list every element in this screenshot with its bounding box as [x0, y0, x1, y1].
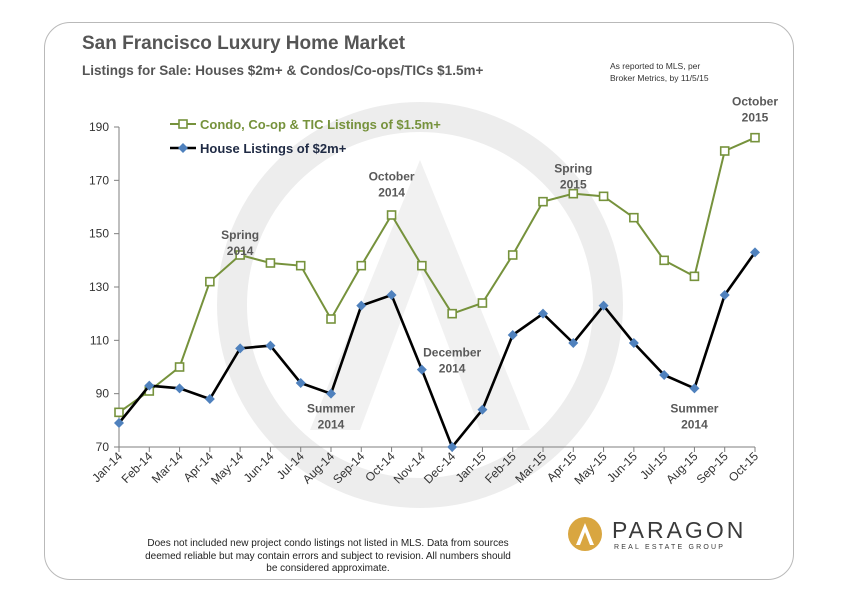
chart-annotation: 2014: [681, 417, 708, 431]
series-line-2: [117, 251, 757, 450]
footnote-line-2: deemed reliable but may contain errors a…: [145, 550, 511, 562]
x-tick-label: Jun-15: [604, 449, 640, 485]
chart-subtitle: Listings for Sale: Houses $2m+ & Condos/…: [82, 63, 484, 78]
house-data-point: [538, 308, 548, 319]
logo-name: PARAGON: [612, 517, 747, 543]
condo-data-point: [205, 276, 215, 287]
x-tick-label: Jan-14: [89, 449, 125, 485]
condo-data-point: [417, 260, 427, 271]
y-tick-label: 170: [89, 173, 109, 187]
footnote-line-3: be considered approximate.: [266, 563, 390, 574]
chart-annotation: Summer: [670, 401, 718, 415]
source-line-2: Broker Metrics, by 11/5/15: [610, 73, 709, 83]
legend-label: Condo, Co-op & TIC Listings of $1.5m+: [200, 117, 441, 132]
y-tick-label: 90: [96, 387, 110, 401]
x-tick-label: May-14: [208, 449, 246, 487]
y-tick-label: 150: [89, 227, 109, 241]
chart-annotation: 2014: [318, 417, 345, 431]
chart-annotation: December: [423, 345, 481, 359]
chart-annotation: 2015: [742, 111, 769, 125]
house-data-point: [689, 383, 700, 394]
condo-data-point: [538, 196, 548, 207]
house-data-point: [719, 290, 730, 300]
logo-emblem-icon: [568, 517, 602, 551]
house-data-point: [416, 364, 427, 375]
chart-annotation: Spring: [221, 228, 259, 242]
chart-annotation: 2014: [378, 185, 405, 199]
house-data-point: [144, 380, 155, 391]
condo-data-point: [750, 132, 760, 143]
house-data-point: [204, 394, 215, 404]
legend-marker: [178, 119, 188, 129]
logo-tagline: REAL ESTATE GROUP: [614, 544, 726, 551]
x-tick-label: Oct-15: [726, 449, 762, 485]
condo-data-point: [507, 250, 518, 260]
x-tick-label: May-15: [571, 449, 609, 487]
x-tick-label: Feb-14: [119, 449, 156, 486]
house-data-point: [295, 378, 306, 388]
x-tick-label: Mar-14: [149, 449, 186, 486]
condo-data-point: [174, 362, 185, 372]
series-line-1: [118, 136, 756, 414]
condo-data-point: [689, 271, 700, 282]
chart-annotation: 2015: [560, 177, 587, 191]
house-data-point: [750, 247, 760, 258]
house-data-point: [659, 370, 670, 380]
house-data-point: [447, 442, 458, 452]
y-tick-label: 130: [89, 280, 109, 294]
x-tick-label: Jun-14: [241, 449, 277, 485]
house-data-point: [114, 418, 124, 428]
y-tick-label: 190: [89, 120, 109, 134]
y-tick-label: 70: [96, 440, 110, 454]
condo-data-point: [265, 258, 276, 268]
house-data-point: [477, 404, 488, 415]
source-line-1: As reported to MLS, per: [610, 61, 701, 71]
house-data-point: [598, 300, 609, 311]
watermark-ring-icon: [217, 102, 623, 508]
condo-data-point: [295, 260, 306, 271]
x-tick-label: Aug-15: [663, 449, 700, 486]
paragon-logo: PARAGON REAL ESTATE GROUP: [568, 517, 768, 557]
chart-annotation: 2014: [439, 361, 466, 375]
chart-annotation: October: [369, 169, 415, 183]
footnote-line-1: Does not included new project condo list…: [147, 538, 509, 549]
house-data-point: [235, 343, 246, 354]
chart-annotation: 2014: [227, 244, 254, 258]
chart-annotation: Summer: [307, 401, 355, 415]
condo-data-point: [114, 407, 124, 418]
watermark-emblem-icon: [310, 160, 530, 430]
condo-data-point: [386, 210, 397, 220]
house-data-point: [568, 338, 579, 348]
source-note: As reported to MLS, per Broker Metrics, …: [610, 60, 760, 84]
house-data-point: [326, 388, 336, 399]
house-data-point: [628, 338, 639, 348]
condo-data-point: [598, 191, 609, 202]
house-data-point: [386, 290, 397, 300]
condo-data-point: [659, 255, 669, 266]
page-title: San Francisco Luxury Home Market: [82, 33, 406, 54]
condo-data-point: [447, 308, 457, 319]
condo-data-point: [356, 260, 367, 271]
condo-data-point: [326, 314, 336, 324]
footnote: Does not included new project condo list…: [108, 538, 548, 576]
x-tick-label: Sep-15: [694, 449, 731, 486]
condo-data-point: [719, 146, 730, 156]
house-data-point: [265, 340, 276, 351]
house-data-point: [174, 383, 185, 394]
condo-data-point: [629, 212, 639, 223]
house-data-point: [356, 300, 367, 311]
condo-data-point: [477, 298, 488, 308]
chart-annotation: October: [732, 95, 778, 109]
chart-annotation: Spring: [554, 161, 592, 175]
house-data-point: [507, 330, 518, 340]
condo-data-point: [568, 188, 579, 199]
condo-data-point: [235, 250, 245, 260]
y-tick-label: 110: [90, 333, 109, 347]
legend-marker: [178, 143, 188, 153]
legend-label: House Listings of $2m+: [200, 141, 347, 156]
